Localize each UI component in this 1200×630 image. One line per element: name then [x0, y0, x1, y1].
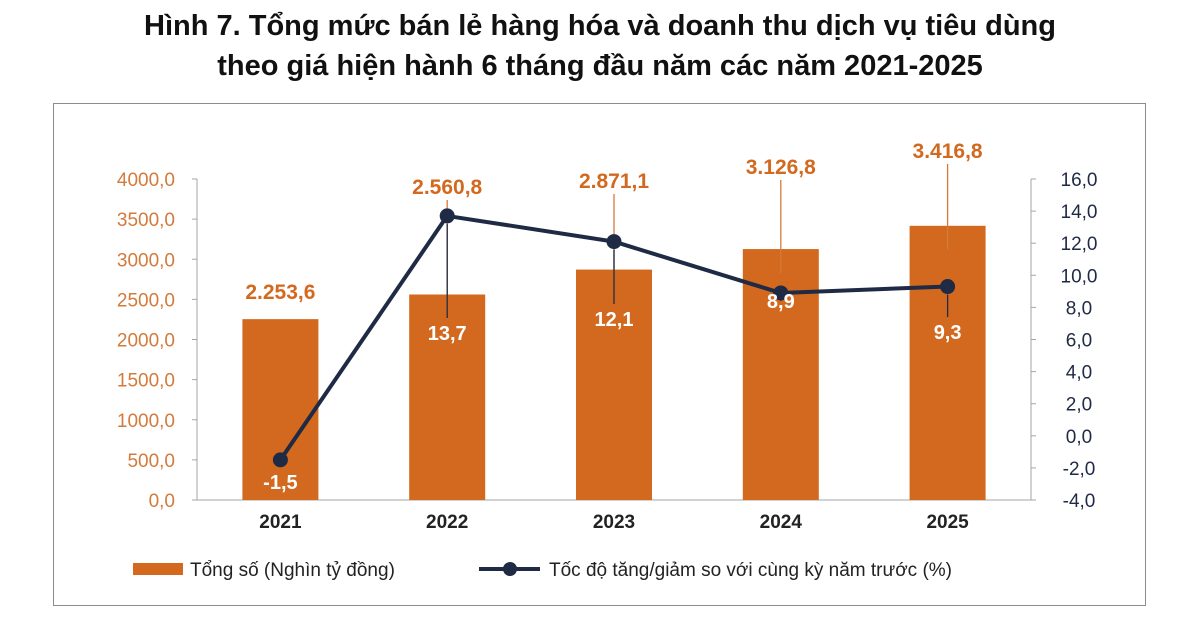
growth-rate-point-2023	[606, 234, 622, 250]
chart-title-line-2: theo giá hiện hành 6 tháng đầu năm các n…	[217, 50, 983, 82]
left-axis-tick-label: 2000,0	[117, 331, 175, 352]
x-axis-category-label: 2024	[760, 512, 803, 533]
left-axis-tick-label: 3500,0	[117, 210, 175, 231]
right-axis-tick-label: 12,0	[1061, 234, 1098, 255]
right-axis-tick-label: 14,0	[1061, 202, 1098, 223]
legend-swatch-line-marker	[503, 562, 517, 576]
chart-title: Hình 7. Tổng mức bán lẻ hàng hóa và doan…	[0, 6, 1200, 86]
line-data-label: 12,1	[595, 309, 634, 331]
right-axis-tick-label: 2,0	[1066, 395, 1092, 416]
bar-data-label: 3.126,8	[746, 156, 816, 179]
legend-label-bar: Tổng số (Nghìn tỷ đồng)	[190, 560, 395, 581]
right-axis-tick-label: -2,0	[1063, 459, 1096, 480]
chart-title-line-1: Hình 7. Tổng mức bán lẻ hàng hóa và doan…	[144, 10, 1056, 42]
x-axis-category-label: 2022	[426, 512, 468, 533]
bar-data-label: 3.416,8	[913, 140, 983, 163]
legend-label-line: Tốc độ tăng/giảm so với cùng kỳ năm trướ…	[549, 560, 952, 581]
right-axis-tick-label: -4,0	[1063, 491, 1096, 512]
bar-2021	[242, 319, 319, 500]
left-axis-tick-label: 2500,0	[117, 290, 175, 311]
line-data-label: 9,3	[934, 322, 962, 344]
left-axis-tick-label: 500,0	[127, 451, 175, 472]
right-axis-tick-label: 4,0	[1066, 363, 1092, 384]
growth-rate-point-2021	[272, 452, 288, 468]
bar-data-label: 2.871,1	[579, 170, 649, 193]
right-axis-tick-label: 0,0	[1066, 427, 1092, 448]
right-axis-tick-label: 16,0	[1061, 170, 1098, 191]
bar-2023	[576, 269, 652, 500]
x-axis-category-label: 2021	[259, 512, 302, 533]
growth-rate-point-2022	[439, 208, 455, 224]
chart-frame	[53, 103, 1146, 606]
right-axis-tick-label: 6,0	[1066, 331, 1092, 352]
left-axis-tick-label: 1500,0	[117, 371, 175, 392]
x-axis-category-label: 2025	[926, 512, 969, 533]
x-axis-category-label: 2023	[593, 512, 635, 533]
legend-swatch-bar	[133, 563, 183, 575]
left-axis-tick-label: 1000,0	[117, 411, 175, 432]
growth-rate-point-2025	[940, 279, 956, 295]
right-axis-tick-label: 8,0	[1066, 298, 1092, 319]
bar-2022	[409, 294, 486, 500]
right-axis-tick-label: 10,0	[1061, 266, 1098, 287]
left-axis-tick-label: 3000,0	[117, 250, 175, 271]
bar-2025	[909, 225, 986, 500]
bar-data-label: 2.560,8	[412, 176, 482, 199]
bar-data-label: 2.253,6	[245, 281, 315, 304]
line-data-label: 13,7	[428, 323, 467, 345]
line-data-label: -1,5	[263, 472, 297, 494]
line-data-label: 8,9	[767, 291, 795, 313]
left-axis-tick-label: 0,0	[149, 491, 175, 512]
left-axis-tick-label: 4000,0	[117, 170, 175, 191]
